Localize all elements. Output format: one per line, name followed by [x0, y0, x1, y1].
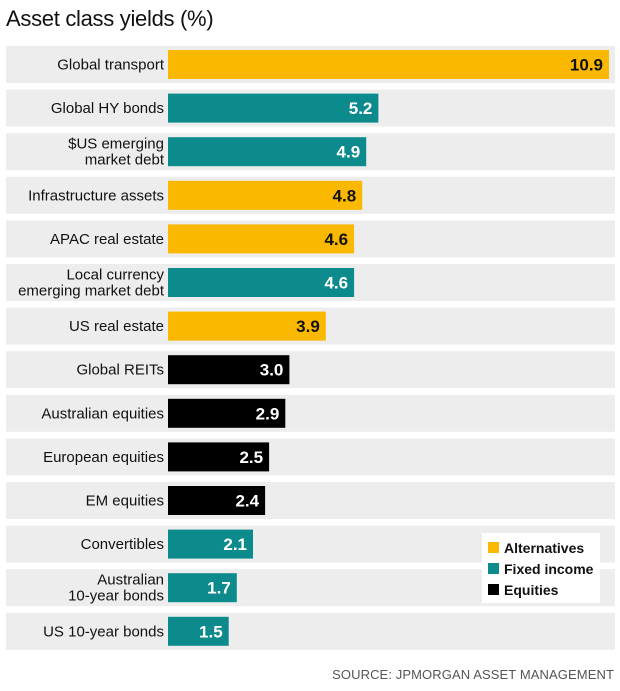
category-label-line: EM equities: [86, 493, 164, 510]
legend-item: Equities: [488, 579, 600, 600]
row-background: [6, 438, 615, 476]
bar: [168, 442, 270, 472]
bar: [168, 616, 229, 646]
row-background: [6, 351, 615, 389]
category-label: Global transport: [57, 57, 165, 74]
value-label: 1.5: [199, 622, 223, 641]
category-label: EM equities: [86, 493, 164, 510]
bar: [168, 50, 609, 79]
bar: [168, 268, 355, 297]
category-label-line: Local currency: [66, 267, 164, 284]
bar: [168, 137, 367, 167]
category-label-line: Global HY bonds: [51, 100, 164, 117]
legend-label: Alternatives: [504, 539, 585, 556]
bar: [168, 311, 326, 341]
bar: [168, 529, 253, 559]
row-background: [6, 612, 615, 650]
value-label: 10.9: [570, 56, 603, 75]
row-background: [6, 482, 615, 519]
category-label-line: Global REITs: [76, 362, 164, 379]
legend-item: Alternatives: [488, 537, 600, 558]
source-note: SOURCE: JPMORGAN ASSET MANAGEMENT: [332, 667, 614, 682]
value-label: 2.4: [235, 492, 259, 511]
category-label: $US emerging market debt: [68, 136, 165, 169]
value-label: 2.5: [239, 448, 263, 467]
value-label: 4.6: [324, 274, 348, 293]
legend-item: Fixed income: [488, 558, 600, 579]
category-label-line: Australian: [97, 572, 164, 589]
legend-swatch: [488, 542, 499, 553]
category-label: European equities: [43, 449, 164, 466]
category-label-line: European equities: [43, 449, 164, 466]
value-label: 4.9: [337, 143, 361, 162]
category-label: Global HY bonds: [51, 100, 164, 117]
category-label: Local currency emerging market debt: [18, 267, 165, 300]
category-label: US real estate: [69, 318, 164, 335]
category-label-line: Global transport: [57, 57, 165, 74]
bar: [168, 355, 290, 385]
legend-swatch: [488, 563, 499, 574]
value-label: 5.2: [349, 99, 373, 118]
value-label: 4.6: [324, 230, 348, 249]
bar: [168, 93, 379, 123]
value-label: 4.8: [333, 186, 357, 205]
category-label-line: US real estate: [69, 318, 164, 335]
value-label: 2.9: [256, 404, 280, 423]
category-label-line: Australian equities: [41, 405, 164, 422]
chart-title: Asset class yields (%): [6, 6, 214, 31]
category-label-line: market debt: [85, 152, 165, 169]
category-label: Australian equities: [41, 405, 164, 422]
bar: [168, 398, 286, 428]
bar: [168, 573, 237, 603]
category-label-line: 10-year bonds: [68, 588, 164, 605]
category-label: US 10-year bonds: [43, 623, 164, 640]
legend-label: Equities: [504, 581, 559, 598]
bar: [168, 224, 355, 254]
category-label-line: Convertibles: [81, 536, 164, 553]
bar: [168, 180, 363, 210]
value-label: 3.0: [260, 361, 284, 380]
value-label: 2.1: [223, 535, 247, 554]
value-label: 3.9: [296, 317, 320, 336]
bar: [168, 486, 266, 515]
category-label-line: Infrastructure assets: [28, 187, 164, 204]
value-label: 1.7: [207, 579, 231, 598]
row-background: [6, 394, 615, 432]
category-label-line: $US emerging: [68, 136, 164, 153]
legend: Alternatives Fixed income Equities: [482, 533, 600, 603]
category-label-line: US 10-year bonds: [43, 623, 164, 640]
category-label: Australian 10-year bonds: [68, 572, 164, 605]
legend-label: Fixed income: [504, 560, 594, 577]
category-label: Global REITs: [76, 362, 164, 379]
category-label: Convertibles: [81, 536, 164, 553]
category-label-line: emerging market debt: [18, 283, 165, 300]
category-label: APAC real estate: [50, 231, 164, 248]
category-label-line: APAC real estate: [50, 231, 164, 248]
category-label: Infrastructure assets: [28, 187, 164, 204]
legend-swatch: [488, 584, 499, 595]
